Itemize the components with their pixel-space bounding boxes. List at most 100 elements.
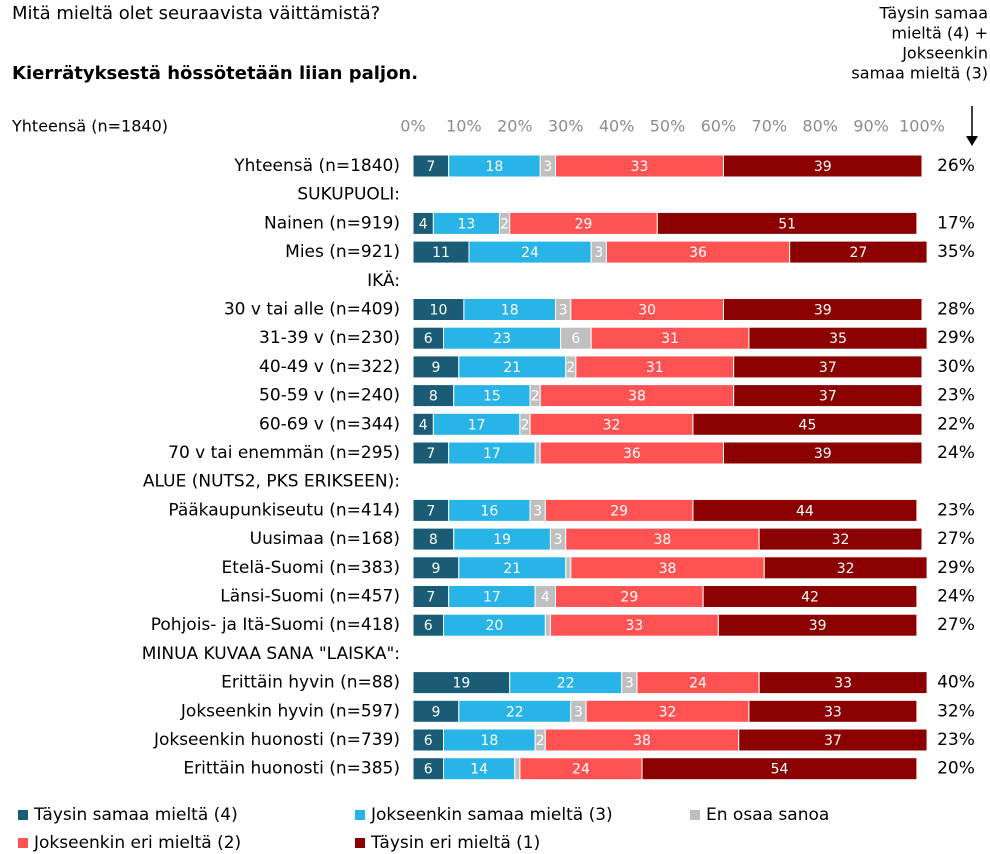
bar-segment <box>692 412 923 436</box>
segment-label: 37 <box>819 389 837 405</box>
segment-label: 33 <box>824 704 842 720</box>
segment-label: 3 <box>594 245 603 261</box>
segment-label: 33 <box>626 618 644 634</box>
category-label: ALUE (NUTS2, PKS ERIKSEEN): <box>143 472 400 492</box>
total-label: 24% <box>937 443 975 463</box>
segment-label: 9 <box>431 704 440 720</box>
category-label: Pohjois- ja Itä-Suomi (n=418) <box>151 615 400 635</box>
segment-label: 9 <box>431 561 440 577</box>
segment-label: 3 <box>543 159 552 175</box>
x-tick-label: 10% <box>446 117 482 136</box>
segment-label: 19 <box>493 532 511 548</box>
segment-label: 39 <box>814 159 832 175</box>
segment-label: 2 <box>531 389 540 405</box>
segment-label: 20 <box>486 618 504 634</box>
bar-segment <box>544 613 551 637</box>
segment-label: 4 <box>419 216 428 232</box>
chart-title: Mitä mieltä olet seuraavista väittämistä… <box>12 3 380 24</box>
segment-label: 3 <box>574 704 583 720</box>
segment-label: 42 <box>801 590 819 606</box>
chart-subtitle: Kierrätyksestä hössötetään liian paljon. <box>12 63 418 84</box>
segment-label: 32 <box>832 532 850 548</box>
legend-label: Täysin samaa mieltä (4) <box>33 805 238 825</box>
category-label: 30 v tai alle (n=409) <box>224 300 400 320</box>
segment-label: 37 <box>824 733 842 749</box>
bar-segment <box>722 298 923 321</box>
segment-label: 7 <box>426 590 435 606</box>
legend-swatch <box>18 810 28 820</box>
total-label: 22% <box>937 414 975 434</box>
category-label: Erittäin hyvin (n=88) <box>221 673 400 693</box>
category-label: Pääkaupunkiseutu (n=414) <box>168 500 400 520</box>
segment-label: 30 <box>638 303 656 319</box>
bar-segment <box>717 613 918 637</box>
segment-label: 35 <box>829 331 847 347</box>
category-label: SUKUPUOLI: <box>297 185 400 205</box>
segment-label: 32 <box>837 561 855 577</box>
segment-label: 2 <box>566 360 575 376</box>
bar-segment <box>722 441 923 465</box>
segment-label: 13 <box>458 216 476 232</box>
category-label: Etelä-Suomi (n=383) <box>221 558 400 578</box>
category-label: 50-59 v (n=240) <box>259 386 400 406</box>
segment-label: 17 <box>483 590 501 606</box>
segment-label: 36 <box>623 446 641 462</box>
segment-label: 27 <box>849 245 867 261</box>
total-label: 23% <box>937 500 975 520</box>
category-label: Yhteensä (n=1840) <box>233 156 400 176</box>
category-label: Mies (n=921) <box>285 242 400 262</box>
segment-label: 24 <box>572 762 590 778</box>
x-tick-label: 60% <box>701 117 737 136</box>
x-tick-label: 40% <box>599 117 635 136</box>
segment-label: 36 <box>689 245 707 261</box>
legend-swatch <box>18 838 28 848</box>
legend-swatch <box>690 810 700 820</box>
segment-label: 7 <box>426 503 435 519</box>
bar-segment <box>733 384 923 408</box>
total-label: 23% <box>937 730 975 750</box>
segment-label: 3 <box>559 303 568 319</box>
x-tick-label: 30% <box>548 117 584 136</box>
category-label: Länsi-Suomi (n=457) <box>220 587 400 607</box>
segment-label: 11 <box>432 245 450 261</box>
bar-segment <box>763 556 928 580</box>
segment-label: 37 <box>819 360 837 376</box>
bar-segment <box>748 699 918 723</box>
total-header: samaa mieltä (3) <box>851 64 988 83</box>
segment-label: 2 <box>521 417 530 433</box>
x-tick-label: 20% <box>497 117 533 136</box>
x-tick-label: 0% <box>400 117 425 136</box>
bar-segment <box>565 556 572 580</box>
segment-label: 21 <box>503 561 521 577</box>
segment-label: 44 <box>796 503 814 519</box>
bar-segment <box>641 757 918 781</box>
note: Yhteensä (n=1840) <box>11 117 168 136</box>
total-label: 26% <box>937 156 975 176</box>
segment-label: 29 <box>610 503 628 519</box>
segment-label: 3 <box>533 503 542 519</box>
total-label: 24% <box>937 587 975 607</box>
bar-segment <box>534 441 541 465</box>
segment-label: 29 <box>620 590 638 606</box>
segment-label: 9 <box>431 360 440 376</box>
segment-label: 45 <box>799 417 817 433</box>
segment-label: 18 <box>501 303 519 319</box>
total-label: 29% <box>937 328 975 348</box>
legend-swatch <box>355 838 365 848</box>
segment-label: 23 <box>493 331 511 347</box>
category-label: Nainen (n=919) <box>264 213 400 233</box>
bar-segment <box>702 585 918 608</box>
bar-segment <box>656 211 918 235</box>
bar-segment <box>733 355 923 379</box>
segment-label: 24 <box>689 676 707 692</box>
total-label: 29% <box>937 558 975 578</box>
bar-segment <box>722 154 923 178</box>
segment-label: 31 <box>661 331 679 347</box>
total-label: 27% <box>937 615 975 635</box>
segment-label: 22 <box>506 704 524 720</box>
segment-label: 18 <box>486 159 504 175</box>
segment-label: 29 <box>575 216 593 232</box>
bar-segment <box>692 498 918 522</box>
category-label: 70 v tai enemmän (n=295) <box>168 443 400 463</box>
